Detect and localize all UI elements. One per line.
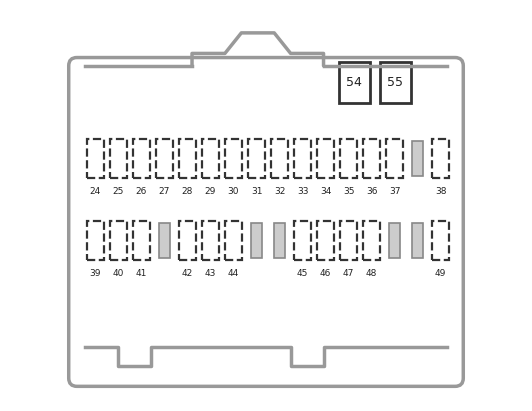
Bar [340, 139, 357, 178]
Bar [179, 221, 196, 260]
Bar [433, 139, 449, 178]
Bar [386, 139, 403, 178]
Text: 38: 38 [435, 187, 446, 196]
Text: 55: 55 [387, 76, 403, 89]
Text: 37: 37 [389, 187, 401, 196]
Text: 43: 43 [205, 269, 216, 278]
Text: 48: 48 [366, 269, 377, 278]
Text: 27: 27 [159, 187, 170, 196]
Text: 30: 30 [228, 187, 239, 196]
Bar [110, 139, 127, 178]
Text: 45: 45 [297, 269, 308, 278]
Bar [202, 139, 219, 178]
Bar [159, 223, 170, 258]
Text: 31: 31 [251, 187, 262, 196]
FancyBboxPatch shape [69, 58, 463, 386]
Text: 24: 24 [90, 187, 101, 196]
Bar [294, 221, 311, 260]
Text: 33: 33 [297, 187, 309, 196]
Text: 44: 44 [228, 269, 239, 278]
Bar [363, 221, 380, 260]
Bar [248, 139, 265, 178]
Bar [412, 141, 423, 176]
Bar [133, 139, 149, 178]
Bar [271, 139, 288, 178]
Bar [389, 223, 401, 258]
Text: 36: 36 [366, 187, 377, 196]
Text: 26: 26 [136, 187, 147, 196]
Bar [133, 221, 149, 260]
Bar [110, 221, 127, 260]
Text: 39: 39 [90, 269, 101, 278]
Text: 28: 28 [182, 187, 193, 196]
Text: 25: 25 [113, 187, 124, 196]
Bar [433, 221, 449, 260]
Bar [380, 62, 411, 103]
Bar [318, 139, 334, 178]
Bar [87, 221, 104, 260]
Text: 49: 49 [435, 269, 446, 278]
Text: 32: 32 [274, 187, 285, 196]
Bar [251, 223, 262, 258]
Bar [274, 223, 285, 258]
Text: 40: 40 [113, 269, 124, 278]
Bar [339, 62, 370, 103]
Text: 46: 46 [320, 269, 331, 278]
Bar [412, 223, 423, 258]
Bar [226, 139, 242, 178]
Text: 29: 29 [205, 187, 216, 196]
Text: 54: 54 [346, 76, 362, 89]
Text: 42: 42 [182, 269, 193, 278]
Bar [294, 139, 311, 178]
Bar [340, 221, 357, 260]
Text: 41: 41 [136, 269, 147, 278]
Bar [179, 139, 196, 178]
Text: 34: 34 [320, 187, 331, 196]
Bar [226, 221, 242, 260]
Bar [363, 139, 380, 178]
Bar [87, 139, 104, 178]
Text: 35: 35 [343, 187, 354, 196]
Bar [318, 221, 334, 260]
Text: 47: 47 [343, 269, 354, 278]
Bar [202, 221, 219, 260]
Bar [156, 139, 173, 178]
